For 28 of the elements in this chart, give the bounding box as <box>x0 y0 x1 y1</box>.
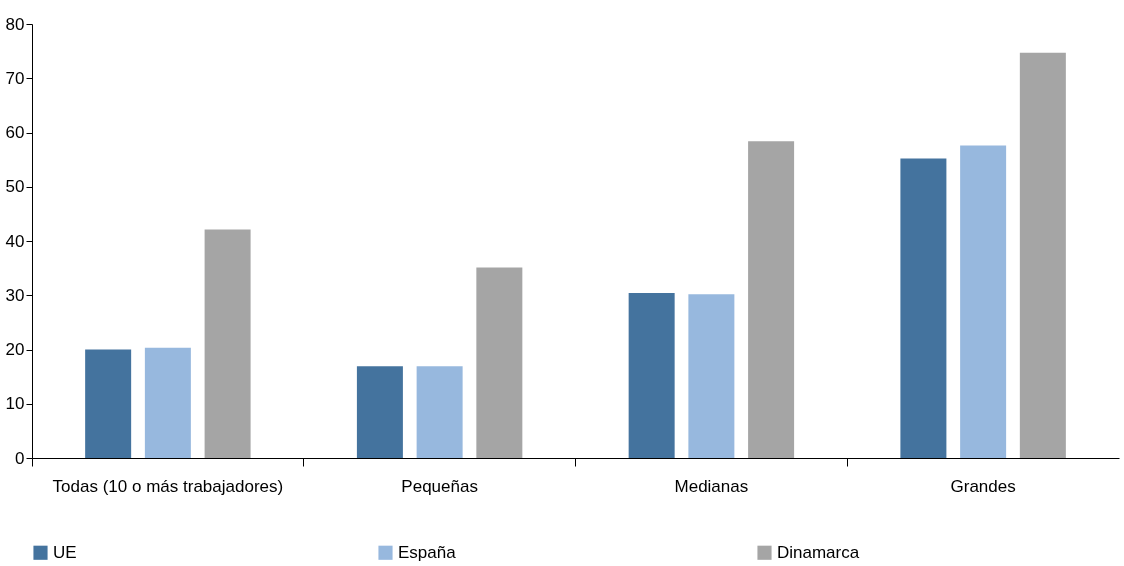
y-tick-label: 40 <box>5 231 25 251</box>
y-tick-label: 70 <box>5 68 25 88</box>
y-tick-label: 30 <box>5 285 25 305</box>
bar <box>688 294 735 458</box>
y-tick-label: 50 <box>5 177 25 197</box>
bar <box>476 267 523 458</box>
bar <box>628 293 675 458</box>
y-tick-label: 10 <box>5 394 25 414</box>
bar <box>144 347 191 458</box>
x-tick-label: Todas (10 o más trabajadores) <box>52 476 284 496</box>
y-tick-label: 60 <box>5 123 25 142</box>
y-tick-label: 20 <box>5 340 25 359</box>
x-tick-label: Medianas <box>674 476 749 496</box>
bar <box>1019 52 1066 458</box>
bar <box>204 229 251 458</box>
legend-label: Dinamarca <box>777 542 860 562</box>
y-tick-label: 80 <box>5 14 25 34</box>
bar <box>85 349 132 458</box>
x-tick-label: Pequeñas <box>401 476 478 496</box>
bar <box>416 366 463 458</box>
legend-label: España <box>398 542 457 562</box>
x-tick-label: Grandes <box>950 476 1016 496</box>
bar <box>900 158 947 458</box>
bar <box>748 141 795 458</box>
bar <box>960 145 1007 458</box>
legend-label: UE <box>53 542 77 562</box>
bar <box>356 366 403 458</box>
y-tick-label: 0 <box>15 448 25 468</box>
